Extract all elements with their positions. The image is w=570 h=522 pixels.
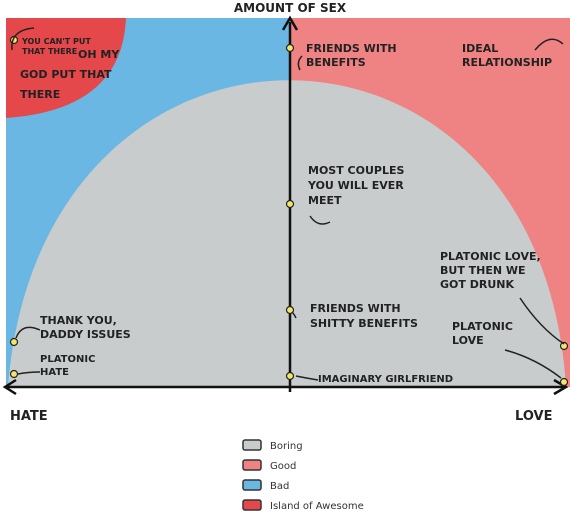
boring-region xyxy=(8,80,566,387)
annotation-text: MEET xyxy=(308,194,342,207)
arrow xyxy=(17,371,41,375)
annotation-text: IDEAL xyxy=(462,42,498,55)
x-axis-left-label: HATE xyxy=(10,409,48,424)
arrow xyxy=(291,311,297,319)
annotation-text: IMAGINARY GIRLFRIEND xyxy=(318,374,453,385)
annotation-text: GOT DRUNK xyxy=(440,278,514,291)
arrow xyxy=(15,326,41,339)
annotation-text: YOU CAN'T PUT xyxy=(21,37,91,46)
legend-swatch xyxy=(242,479,262,491)
legend-swatch xyxy=(242,459,262,471)
x-axis-right-label: LOVE xyxy=(515,409,552,424)
legend: Boring Good Bad Island of Awesome xyxy=(242,439,364,512)
annotation-text: GOD PUT THAT xyxy=(20,68,112,81)
point xyxy=(285,305,295,315)
point xyxy=(9,337,19,347)
annotation-text: THERE xyxy=(20,88,60,101)
point xyxy=(559,341,569,351)
arrow xyxy=(519,297,565,345)
point xyxy=(9,369,19,379)
annotation-text: FRIENDS WITH xyxy=(310,302,401,315)
point xyxy=(285,43,295,53)
island-region xyxy=(6,18,126,118)
annotation-text: OH MY xyxy=(78,48,120,61)
annotation-text: THAT THERE xyxy=(22,47,77,56)
arrow xyxy=(504,349,562,379)
y-axis-arrow xyxy=(281,15,299,31)
regions xyxy=(6,18,570,387)
legend-label: Island of Awesome xyxy=(270,501,364,512)
arrow xyxy=(309,215,331,225)
arrow xyxy=(297,55,303,71)
legend-swatch xyxy=(242,499,262,511)
annotation-text: PLATONIC xyxy=(40,354,95,365)
legend-label: Bad xyxy=(270,481,289,492)
annotation-text: SHITTY BENEFITS xyxy=(310,317,418,330)
y-axis-label: AMOUNT OF SEX xyxy=(234,1,347,15)
annotation-text: YOU WILL EVER xyxy=(307,179,404,192)
point xyxy=(559,377,569,387)
legend-label: Boring xyxy=(270,441,303,452)
annotation-text: BENEFITS xyxy=(306,56,366,69)
point xyxy=(285,371,295,381)
annotation-text: DADDY ISSUES xyxy=(40,328,131,341)
point xyxy=(285,199,295,209)
annotation-text: THANK YOU, xyxy=(40,314,117,327)
arrow xyxy=(534,38,564,51)
annotation-text: PLATONIC LOVE, xyxy=(440,250,541,263)
annotation-text: MOST COUPLES xyxy=(308,164,404,177)
legend-label: Good xyxy=(270,461,296,472)
x-axis-arrows xyxy=(2,378,569,396)
annotation-text: FRIENDS WITH xyxy=(306,42,397,55)
arrow xyxy=(11,27,35,51)
annotation-text: LOVE xyxy=(452,334,484,347)
arrow xyxy=(295,375,319,381)
annotation-text: HATE xyxy=(40,367,69,378)
annotation-text: BUT THEN WE xyxy=(440,264,526,277)
legend-swatch xyxy=(242,439,262,451)
annotation-text: RELATIONSHIP xyxy=(462,56,552,69)
annotation-text: PLATONIC xyxy=(452,320,513,333)
